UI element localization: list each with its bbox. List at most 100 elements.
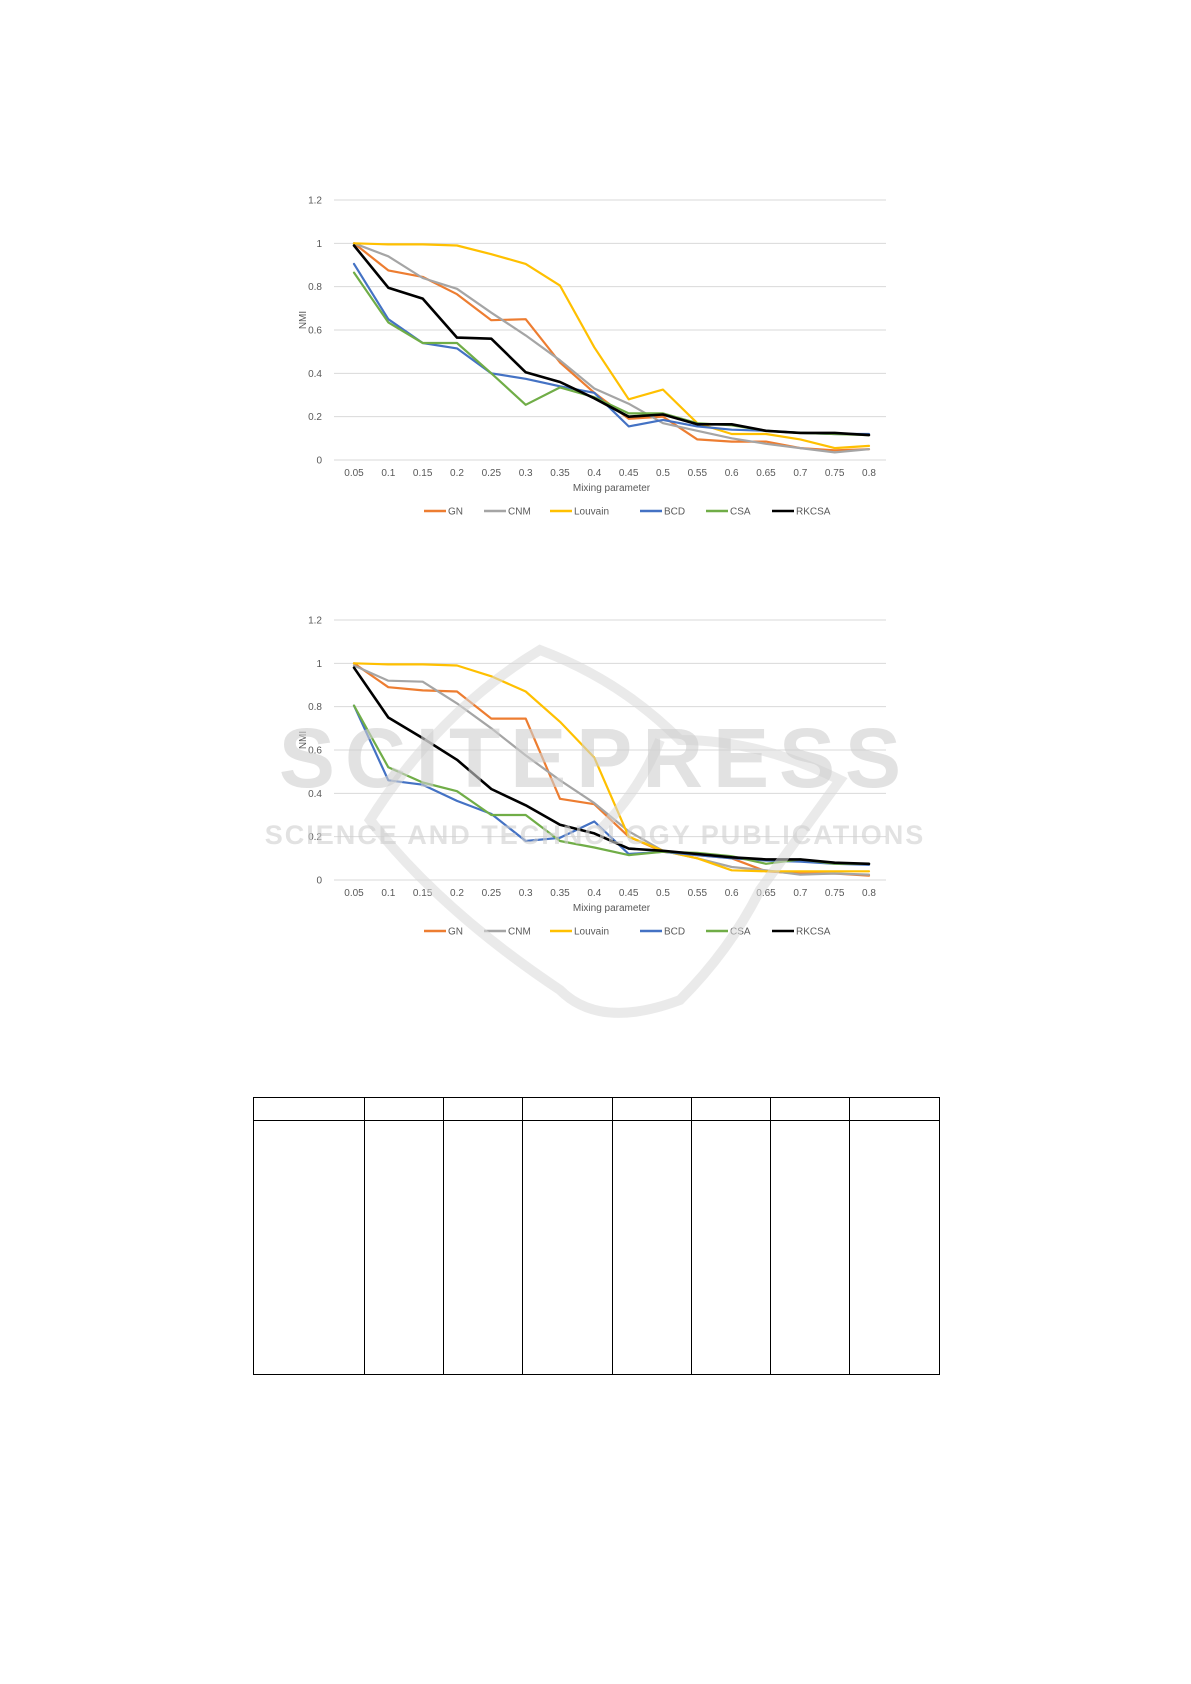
legend-item-bcd: BCD [640,927,685,938]
x-tick-label: 0.8 [862,888,876,899]
x-tick-label: 0.55 [688,888,708,899]
y-tick-label: 0.2 [308,412,322,423]
x-tick-label: 0.05 [344,468,364,479]
series-line-cnm [352,242,871,454]
y-tick-label: 0.8 [308,702,322,713]
nmi-chart-2: 0 0.2 0.4 0.6 0.8 1 1.2 0.05 0.1 0.15 0.2 0.25 0.3 0.… [0,590,1191,990]
x-tick-label: 0.3 [519,888,533,899]
y-tick-label: 0.4 [308,369,322,380]
table-cell [253,1120,365,1375]
x-tick-label: 0.6 [725,888,739,899]
y-tick-labels: 0 0.2 0.4 0.6 0.8 1 1.2 [308,196,322,467]
legend-item-csa: CSA [706,927,751,938]
legend-label: GN [448,927,463,938]
legend: GN CNM Louvain BCD CSA RKCSA [424,927,831,938]
legend-label: Louvain [574,927,609,938]
y-tick-label: 1.2 [308,616,322,627]
x-tick-label: 0.5 [656,468,670,479]
x-tick-label: 0.05 [344,888,364,899]
legend-label: Louvain [574,507,609,518]
y-tick-label: 0 [316,456,322,467]
table-cell [443,1120,523,1375]
x-axis-label: Mixing parameter [573,903,651,914]
legend-label: RKCSA [796,507,831,518]
x-tick-label: 0.8 [862,468,876,479]
table-header-cell [612,1097,692,1121]
legend-item-cnm: CNM [484,507,531,518]
series-lines [352,242,871,454]
legend-item-rkcsa: RKCSA [772,507,831,518]
x-tick-label: 0.2 [450,468,464,479]
x-tick-label: 0.15 [413,888,433,899]
legend-item-bcd: BCD [640,507,685,518]
y-tick-label: 0.6 [308,746,322,757]
x-tick-labels: 0.05 0.1 0.15 0.2 0.25 0.3 0.35 0.4 0.45 0.5 0.55 0… [344,468,876,479]
x-tick-label: 0.25 [482,888,502,899]
series-line-gn [352,242,871,452]
legend-label: BCD [664,927,685,938]
x-tick-label: 0.2 [450,888,464,899]
legend-label: RKCSA [796,927,831,938]
table-header-row [253,1097,940,1121]
table-cell [522,1120,613,1375]
table-cell [849,1120,940,1375]
series-line-louvain [352,242,871,450]
x-tick-label: 0.1 [381,468,395,479]
legend-label: CSA [730,507,751,518]
y-axis-label: NMI [298,731,309,749]
legend-item-gn: GN [424,927,463,938]
x-tick-label: 0.4 [587,468,601,479]
y-tick-label: 1 [316,659,322,670]
y-axis-label: NMI [298,311,309,329]
table-row [253,1120,940,1375]
x-axis-label: Mixing parameter [573,483,651,494]
nmi-chart-1: 0 0.2 0.4 0.6 0.8 1 1.2 0.05 0.1 0.15 0.2 0.25 0.3 0.… [0,170,1191,570]
table-cell [691,1120,771,1375]
series-line-cnm [352,664,871,876]
x-tick-label: 0.55 [688,468,708,479]
chart-2-svg: 00.20.40.60.811.20.05 0.1 0.15 0.2 0.25 0.3 0.… [298,616,886,938]
series-line-rkcsa [352,666,871,866]
y-tick-label: 0 [316,876,322,887]
gridlines [334,199,886,461]
chart-1-svg: 00.20.40.60.811.20.05 0.1 0.15 0.2 0.25 0.3 0.… [298,196,886,518]
table-header-cell [849,1097,940,1121]
y-tick-label: 0.6 [308,326,322,337]
legend-label: CSA [730,927,751,938]
series-line-gn [352,662,871,877]
series-lines [352,662,871,877]
x-tick-label: 0.25 [482,468,502,479]
y-tick-label: 0.2 [308,832,322,843]
data-table [253,1097,940,1375]
table-header-cell [364,1097,444,1121]
table-header-cell [770,1097,850,1121]
legend-label: CNM [508,507,531,518]
x-tick-label: 0.45 [619,888,639,899]
legend-item-louvain: Louvain [550,507,609,518]
series-line-rkcsa [352,244,871,437]
legend-label: CNM [508,927,531,938]
table-cell [612,1120,692,1375]
legend-item-cnm: CNM [484,927,531,938]
x-tick-label: 0.4 [587,888,601,899]
table-header-cell [443,1097,523,1121]
x-tick-label: 0.75 [825,468,845,479]
x-tick-label: 0.3 [519,468,533,479]
x-tick-label: 0.45 [619,468,639,479]
y-tick-labels: 0 0.2 0.4 0.6 0.8 1 1.2 [308,616,322,887]
x-tick-label: 0.65 [756,888,776,899]
table-cell [770,1120,850,1375]
y-tick-label: 1 [316,239,322,250]
x-tick-label: 0.7 [793,468,807,479]
legend-item-csa: CSA [706,507,751,518]
table-header-cell [253,1097,365,1121]
x-tick-label: 0.6 [725,468,739,479]
table-header-cell [522,1097,613,1121]
y-tick-label: 0.8 [308,282,322,293]
x-tick-label: 0.35 [550,468,570,479]
table-cell [364,1120,444,1375]
x-tick-label: 0.75 [825,888,845,899]
legend-item-gn: GN [424,507,463,518]
x-tick-label: 0.65 [756,468,776,479]
y-tick-label: 0.4 [308,789,322,800]
